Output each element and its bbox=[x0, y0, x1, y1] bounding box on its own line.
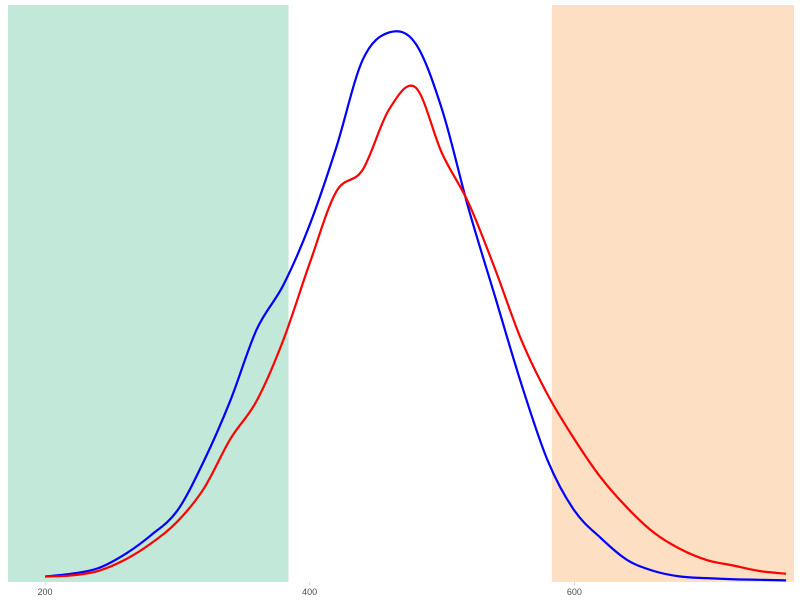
x-tick-label-400: 400 bbox=[302, 587, 317, 597]
series-line-1 bbox=[44, 30, 787, 582]
series-line-2 bbox=[45, 84, 787, 578]
shaded-region-1 bbox=[8, 5, 289, 582]
shaded-regions bbox=[8, 5, 794, 582]
x-tick-label-600: 600 bbox=[567, 587, 582, 597]
series-lines bbox=[44, 30, 787, 582]
x-axis: 200 400 600 bbox=[38, 582, 582, 597]
x-tick-label-200: 200 bbox=[38, 587, 53, 597]
shaded-region-2 bbox=[551, 5, 794, 582]
